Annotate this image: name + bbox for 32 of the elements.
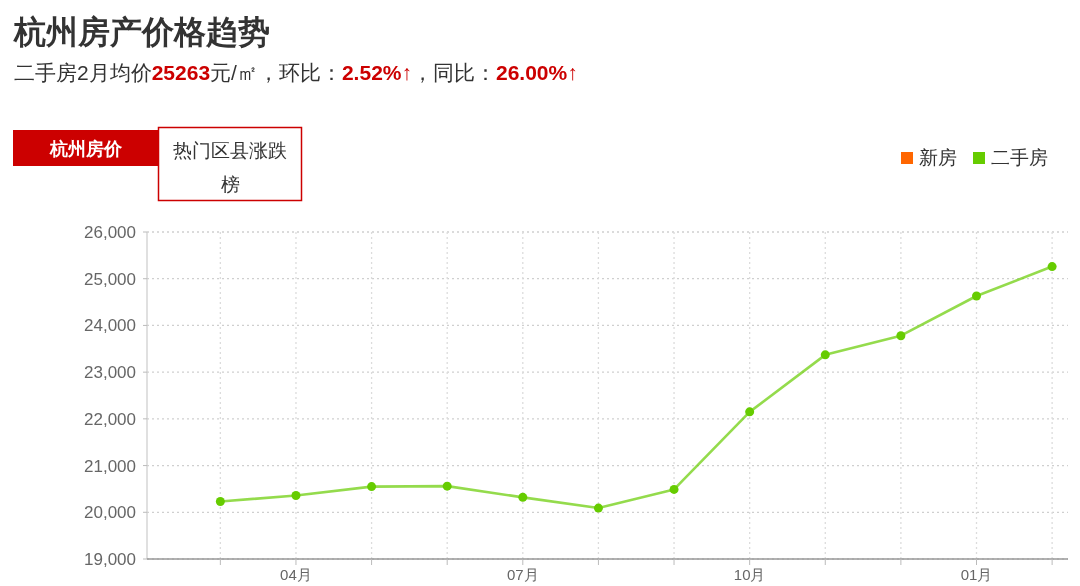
point xyxy=(896,331,906,341)
ytick: 21,000 xyxy=(84,456,136,476)
tab-active: 杭州房价 xyxy=(13,130,158,166)
legend-label: 新房 xyxy=(919,147,957,168)
ytick: 26,000 xyxy=(84,223,136,242)
point xyxy=(745,407,755,417)
xtick: 01月 xyxy=(960,566,993,583)
title: 杭州房产价格趋势 xyxy=(14,14,270,50)
ytick: 20,000 xyxy=(84,503,136,523)
point xyxy=(291,490,301,500)
point xyxy=(820,350,830,360)
point xyxy=(518,492,528,502)
tab: 热门区县涨跌榜 xyxy=(157,126,303,202)
point xyxy=(442,481,452,491)
ytick: 19,000 xyxy=(84,550,136,569)
subtitle: 二手房2月均价25263元/㎡，环比：2.52%↑，同比：26.00%↑ xyxy=(14,61,578,84)
ytick: 23,000 xyxy=(84,363,136,383)
point xyxy=(215,497,225,507)
ytick: 22,000 xyxy=(84,409,136,429)
point xyxy=(669,484,679,494)
legend-item: 二手房 xyxy=(973,147,1048,168)
point xyxy=(1047,262,1057,272)
ytick: 24,000 xyxy=(84,316,136,336)
legend-item: 新房 xyxy=(901,147,957,168)
legend-label: 二手房 xyxy=(991,147,1048,168)
xtick: 04月 xyxy=(280,566,312,583)
ytick: 25,000 xyxy=(84,269,136,289)
xtick: 07月 xyxy=(506,566,539,583)
point xyxy=(593,503,603,513)
xtick: 10月 xyxy=(733,566,766,583)
point xyxy=(367,482,377,492)
point xyxy=(972,291,982,301)
